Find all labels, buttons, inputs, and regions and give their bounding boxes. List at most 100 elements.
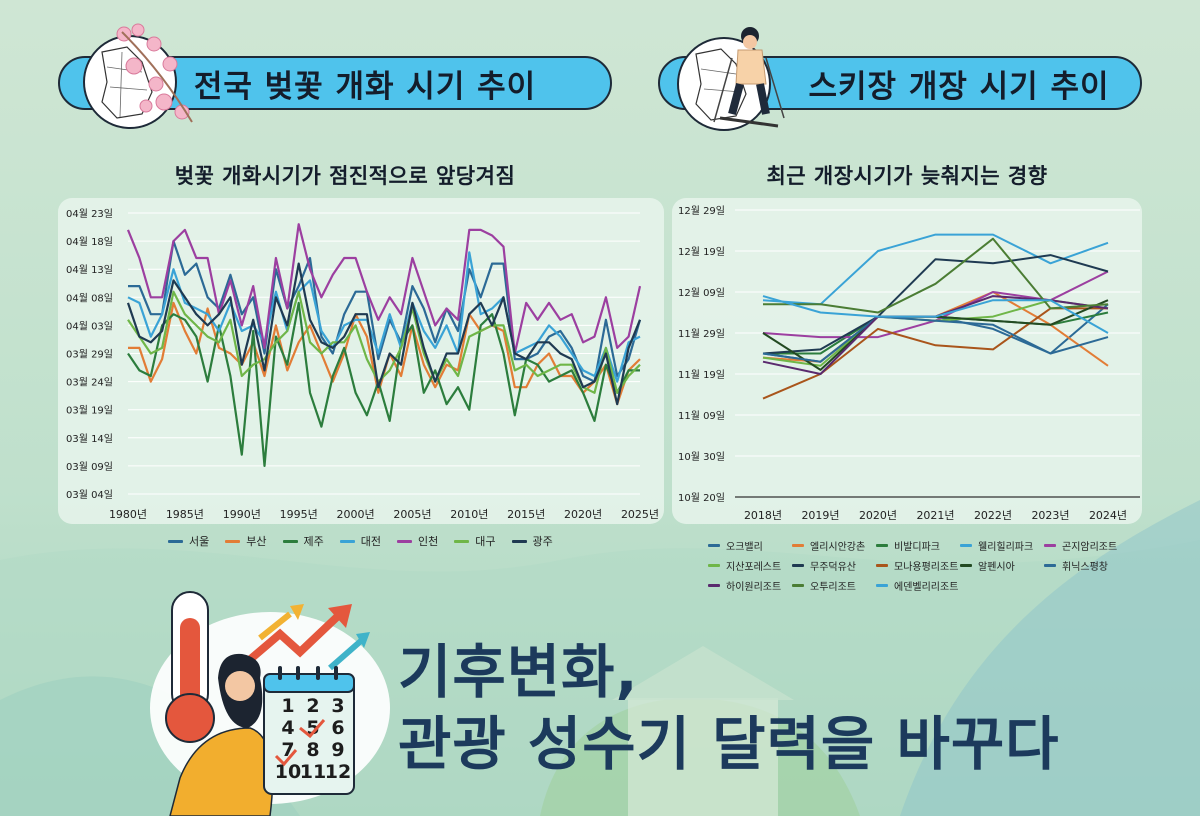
y-tick-label: 11월 09일 [678, 410, 725, 422]
y-tick-label: 12월 19일 [678, 246, 725, 258]
legend-label: 비발디파크 [894, 541, 940, 553]
legend-label: 오투리조트 [810, 581, 856, 593]
y-tick-label: 10월 20일 [678, 492, 725, 504]
left-chart-panel [58, 198, 664, 524]
y-tick-label: 03월 29일 [66, 349, 113, 361]
x-tick-label: 2020년 [859, 509, 897, 522]
calendar-number: 5 [306, 717, 319, 739]
legend-label: 엘리시안강촌 [810, 541, 866, 553]
legend-swatch [876, 563, 888, 567]
legend-swatch [876, 543, 888, 547]
series-line-무주덕유산 [762, 254, 1109, 355]
calendar-number: 2 [306, 695, 319, 717]
legend-item: 광주 [511, 533, 553, 549]
series-line-휘닉스평창 [762, 315, 1109, 363]
series-line-서울 [128, 240, 642, 383]
legend-item: 서울 [168, 533, 209, 549]
legend-item: 오투리조트 [792, 575, 876, 595]
legend-label: 휘닉스평창 [1062, 561, 1108, 573]
legend-swatch [225, 539, 241, 543]
y-tick-label: 04월 23일 [66, 208, 113, 220]
legend-item: 알펜시아 [960, 555, 1044, 575]
y-tick-label: 03월 04일 [66, 489, 113, 501]
calendar-number: 9 [331, 739, 344, 761]
x-tick-label: 1995년 [280, 508, 318, 521]
calendar-number: 1 [281, 695, 294, 717]
calendar-number: 12 [325, 761, 351, 783]
legend-item: 웰리힐리파크 [960, 535, 1044, 555]
legend-label: 알펜시아 [978, 561, 1015, 573]
y-tick-label: 12월 09일 [678, 287, 725, 299]
legend-label: 웰리힐리파크 [978, 541, 1034, 553]
series-line-제주 [127, 301, 640, 467]
legend-label: 하이원리조트 [726, 581, 782, 593]
legend-swatch [876, 583, 888, 587]
legend-label: 제주 [303, 535, 324, 548]
left-chart-subtitle: 벚꽃 개화시기가 점진적으로 앞당겨짐 [174, 164, 516, 188]
legend-swatch [960, 543, 972, 547]
legend-swatch [960, 563, 972, 567]
legend-swatch [397, 539, 412, 543]
calendar-number: 10 [275, 761, 301, 783]
legend-item: 오크밸리 [708, 535, 792, 555]
y-tick-label: 04월 08일 [66, 292, 113, 304]
x-tick-label: 2005년 [393, 508, 431, 521]
legend-item: 인천 [397, 533, 438, 549]
legend-label: 에덴벨리리조트 [894, 581, 959, 593]
cherry-blossom-title: 전국 벚꽃 개화 시기 추이 [193, 68, 537, 105]
legend-item: 대구 [454, 533, 496, 549]
x-tick-label: 2010년 [450, 508, 488, 521]
x-tick-label: 2019년 [801, 509, 839, 522]
series-line-오투리조트 [763, 237, 1109, 314]
calendar-number: 3 [331, 695, 344, 717]
legend-item: 곤지암리조트 [1044, 535, 1128, 555]
x-tick-label: 2022년 [974, 509, 1012, 522]
ski-resort-title: 스키장 개장 시기 추이 [808, 68, 1110, 105]
legend-item: 비발디파크 [876, 535, 960, 555]
y-tick-label: 11월 29일 [678, 328, 725, 340]
series-line-대전 [127, 251, 641, 383]
x-tick-label: 2024년 [1089, 509, 1127, 522]
series-line-광주 [126, 262, 642, 406]
legend-item: 에덴벨리리조트 [876, 575, 960, 595]
y-tick-label: 03월 09일 [66, 461, 113, 473]
legend-item: 엘리시안강촌 [792, 535, 876, 555]
y-tick-label: 04월 18일 [66, 236, 113, 248]
y-tick-label: 03월 24일 [66, 377, 113, 389]
legend-label: 광주 [532, 535, 553, 548]
legend-label: 곤지암리조트 [1062, 541, 1118, 553]
legend-label: 대전 [360, 535, 381, 548]
rising-arrow-icon [237, 613, 341, 672]
legend-item: 모나용평리조트 [876, 555, 960, 575]
x-tick-label: 2023년 [1031, 509, 1069, 522]
x-tick-label: 2000년 [336, 508, 374, 521]
legend-swatch [511, 539, 527, 543]
legend-item: 지산포레스트 [708, 555, 792, 575]
x-tick-label: 1980년 [109, 508, 147, 521]
headline-line-1: 기후변화, [398, 638, 639, 706]
legend-label: 서울 [189, 535, 210, 548]
headline: 기후변화, 관광 성수기 달력을 바꾸다 [398, 636, 1060, 780]
series-line-에덴벨리리조트 [762, 295, 1109, 334]
legend-swatch [708, 563, 720, 567]
legend-label: 인천 [418, 535, 439, 548]
y-tick-label: 03월 19일 [66, 405, 113, 417]
x-tick-label: 2021년 [916, 509, 954, 522]
legend-swatch [1044, 563, 1056, 567]
y-tick-label: 03월 14일 [66, 433, 113, 445]
legend-item: 무주덕유산 [792, 555, 876, 575]
korea-map-blossom-icon [83, 23, 193, 129]
right-chart-panel [672, 198, 1142, 524]
calendar-number: 8 [306, 739, 319, 761]
legend-swatch [792, 583, 804, 587]
legend-item: 하이원리조트 [708, 575, 792, 595]
legend-swatch [1044, 543, 1056, 547]
legend-swatch [792, 543, 804, 547]
x-tick-label: 2018년 [744, 509, 782, 522]
legend-item: 휘닉스평창 [1044, 555, 1128, 575]
calendar-number: 11 [300, 761, 326, 783]
series-line-인천 [126, 223, 642, 355]
